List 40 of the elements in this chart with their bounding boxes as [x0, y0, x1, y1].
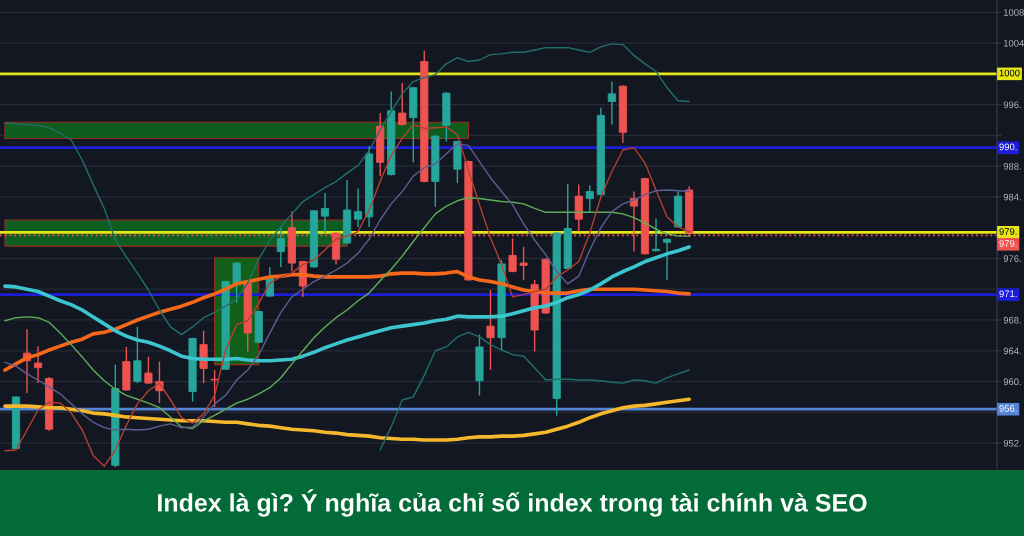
ref-line-label: 979. [999, 240, 1017, 247]
candlestick [585, 184, 594, 214]
ref-line-label: 990. [999, 143, 1017, 151]
candlestick [320, 192, 330, 234]
candlestick [354, 187, 363, 228]
y-tick-label: 952. [1003, 439, 1021, 447]
ref-line-label: 1000 [999, 69, 1020, 77]
line-series [4, 123, 690, 467]
y-tick-label: 960. [1003, 378, 1021, 386]
candlestick [508, 237, 517, 274]
candlestick [232, 261, 241, 304]
ref-line-label: 979. [999, 228, 1017, 235]
candlestick [519, 246, 528, 281]
y-tick-label: 1004 [1003, 39, 1024, 47]
y-tick-label: 996. [1003, 101, 1021, 109]
candlestick [486, 289, 495, 371]
candlestick [398, 82, 407, 127]
line-series [4, 196, 690, 430]
y-tick-label: 984. [1003, 193, 1021, 201]
y-tick-label: 1008 [1003, 9, 1024, 16]
line-series [4, 143, 690, 431]
candlestick [607, 80, 616, 126]
candlestick [133, 326, 142, 384]
y-tick-label: 988. [1003, 162, 1021, 170]
candlestick [663, 237, 672, 281]
ref-line-label: 971. [999, 290, 1017, 298]
line-series [4, 43, 690, 336]
ref-line-label: 956. [999, 405, 1017, 412]
text: Index là gì? Ý nghĩa của chỉ số index trong tài chính và SEO [158, 489, 867, 517]
y-tick-label: 964. [1003, 347, 1021, 355]
candlestick [574, 183, 583, 233]
candlestick [144, 356, 153, 385]
y-tick-label: 968. [1003, 316, 1021, 324]
line-series [3, 397, 691, 442]
candlestick [276, 226, 285, 268]
y-tick-label: 976. [1003, 255, 1021, 262]
line-series [3, 245, 691, 363]
candlestick [34, 345, 43, 384]
candlestick [210, 369, 219, 408]
line-series [379, 331, 690, 451]
